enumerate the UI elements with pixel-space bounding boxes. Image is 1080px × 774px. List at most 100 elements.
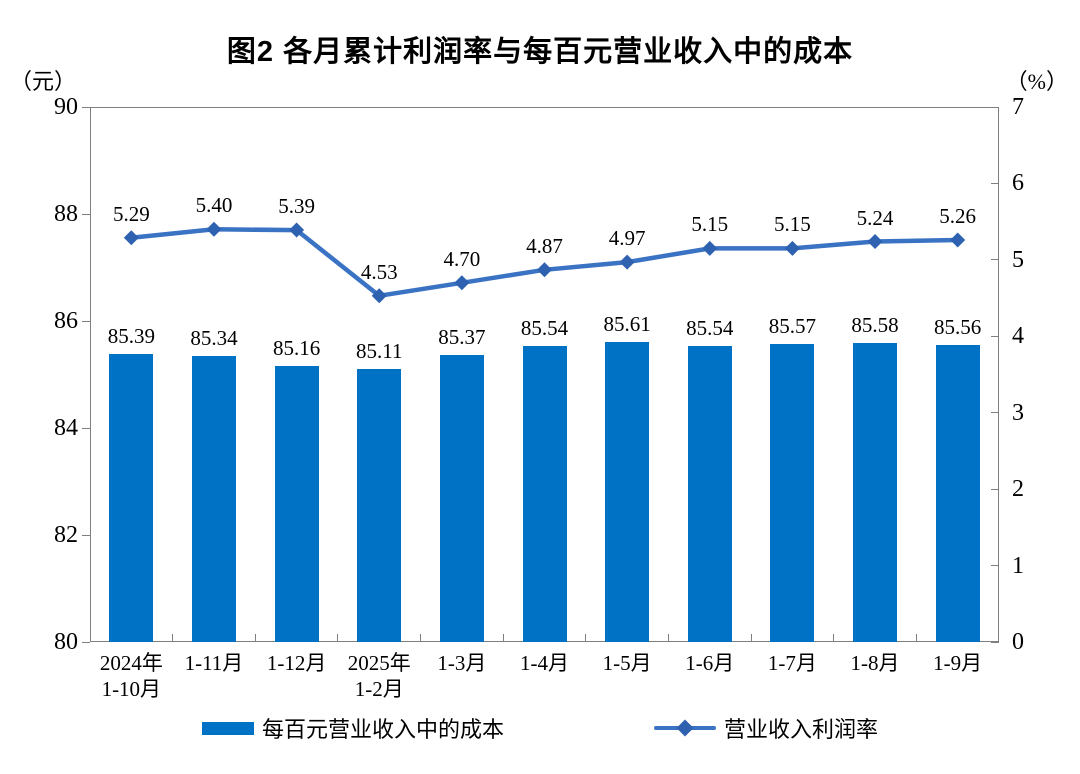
x-axis-tick [585, 634, 587, 642]
x-axis-category-line: 1-12月 [266, 651, 327, 675]
right-axis-tick-label: 7 [1012, 94, 1024, 120]
line-value-label: 5.39 [278, 194, 315, 219]
right-axis-tick [991, 488, 999, 490]
left-axis-tick-label: 88 [54, 201, 78, 227]
x-axis-tick [750, 634, 752, 642]
diamond-marker-icon [950, 232, 966, 248]
cost-bar [439, 354, 484, 642]
x-axis-category-label: 1-11月 [154, 650, 274, 676]
line-value-label: 4.87 [526, 233, 563, 258]
left-axis-tick-label: 80 [54, 629, 78, 655]
line-value-label: 5.15 [691, 212, 729, 237]
right-axis-tick-label: 6 [1012, 170, 1024, 197]
legend-label-profit-rate: 营业收入利润率 [724, 717, 879, 742]
line-value-label: 4.70 [443, 246, 481, 271]
x-axis-category-line: 1-3月 [437, 651, 487, 675]
bar-value-label: 85.54 [520, 315, 569, 340]
x-axis-category-line: 1-11月 [184, 651, 244, 675]
bar-value-label: 85.56 [934, 314, 982, 339]
right-axis-tick [991, 565, 999, 567]
bar-value-label: 85.54 [686, 315, 734, 340]
line-value-label: 5.29 [112, 201, 150, 226]
left-axis-tick [82, 320, 90, 322]
x-axis-category-line: 1-2月 [354, 677, 404, 701]
x-axis-category-label: 2025年 1-2月 [319, 650, 439, 702]
right-axis-tick-label: 1 [1012, 552, 1024, 579]
line-value-label: 5.24 [856, 205, 894, 230]
x-axis-category-label: 1-5月 [567, 650, 687, 676]
x-axis-category-label: 1-7月 [732, 650, 852, 676]
line-value-label: 5.15 [774, 212, 811, 237]
chart-title: 图2 各月累计利润率与每百元营业收入中的成本 [226, 36, 854, 68]
x-axis-category-line: 1-4月 [520, 651, 569, 675]
cost-bar [687, 345, 732, 642]
line-value-label: 4.53 [360, 259, 398, 284]
x-axis-category-line: 1-10月 [101, 677, 162, 701]
legend-item-cost: 每百元营业收入中的成本 [201, 712, 504, 744]
cost-bar [274, 365, 319, 642]
bar-series-swatch [201, 721, 254, 735]
bar-value-label: 85.16 [272, 335, 321, 360]
x-axis-tick [915, 634, 917, 642]
right-axis-tick [991, 259, 999, 261]
x-axis-category-label: 2024年 1-10月 [71, 650, 191, 702]
bar-value-label: 85.58 [851, 313, 899, 338]
legend-item-profit-rate: 营业收入利润率 [654, 712, 878, 744]
diamond-marker-icon [454, 275, 470, 291]
diamond-marker-icon [537, 262, 552, 278]
left-axis-tick [82, 641, 90, 643]
x-axis-tick [420, 634, 422, 642]
right-axis-tick-label: 3 [1012, 399, 1024, 426]
diamond-marker-icon [123, 230, 139, 246]
cost-bar [770, 344, 815, 642]
diamond-marker-icon [206, 221, 222, 237]
diamond-marker-icon [784, 240, 800, 256]
right-axis-tick-label: 4 [1012, 323, 1024, 350]
line-value-label: 5.26 [939, 203, 977, 228]
diamond-marker-icon [867, 234, 883, 250]
left-axis-tick [82, 427, 90, 429]
right-axis-tick [991, 641, 999, 643]
x-axis-category-line: 1-9月 [933, 651, 983, 675]
left-axis-tick-label: 90 [54, 94, 78, 120]
cost-bar [109, 353, 154, 642]
right-axis-tick [991, 412, 999, 414]
left-axis-tick [82, 213, 90, 215]
right-axis-tick [991, 106, 999, 108]
cost-bar [935, 344, 980, 642]
left-axis-tick-label: 86 [54, 308, 78, 334]
left-axis-tick-label: 84 [54, 415, 78, 441]
legend: 每百元营业收入中的成本 营业收入利润率 [0, 712, 1080, 744]
bar-value-label: 85.61 [603, 311, 651, 336]
x-axis-category-label: 1-8月 [815, 650, 935, 676]
x-axis-category-line: 2025年 [347, 651, 411, 675]
x-axis-category-line: 2024年 [99, 651, 163, 675]
x-axis-tick [172, 634, 174, 642]
left-axis-unit-label: （元） [10, 69, 77, 94]
line-series-swatch [654, 719, 716, 737]
legend-label-cost: 每百元营业收入中的成本 [261, 717, 504, 742]
left-axis-tick [82, 106, 90, 108]
bar-value-label: 85.57 [768, 314, 817, 338]
x-axis-category-line: 1-8月 [850, 651, 900, 675]
cost-bar [853, 343, 898, 642]
cost-bar [357, 368, 402, 642]
x-axis-category-label: 1-9月 [898, 650, 1018, 676]
diamond-marker-icon [702, 240, 718, 256]
right-axis-tick-label: 2 [1012, 476, 1024, 503]
diamond-marker-icon [619, 254, 635, 270]
cost-bar [605, 341, 650, 642]
left-axis-tick-label: 82 [54, 522, 78, 548]
bar-value-label: 85.37 [438, 324, 486, 349]
bar-value-label: 85.39 [107, 323, 155, 348]
x-axis-tick [667, 634, 669, 642]
x-axis-tick [254, 634, 256, 642]
right-axis-tick-label: 5 [1012, 246, 1024, 273]
bar-value-label: 85.34 [190, 326, 238, 351]
left-axis-tick [82, 534, 90, 536]
cost-bar [191, 356, 236, 642]
x-axis-category-line: 1-7月 [767, 651, 817, 675]
diamond-marker-icon [371, 288, 387, 304]
x-axis-tick [337, 634, 339, 642]
